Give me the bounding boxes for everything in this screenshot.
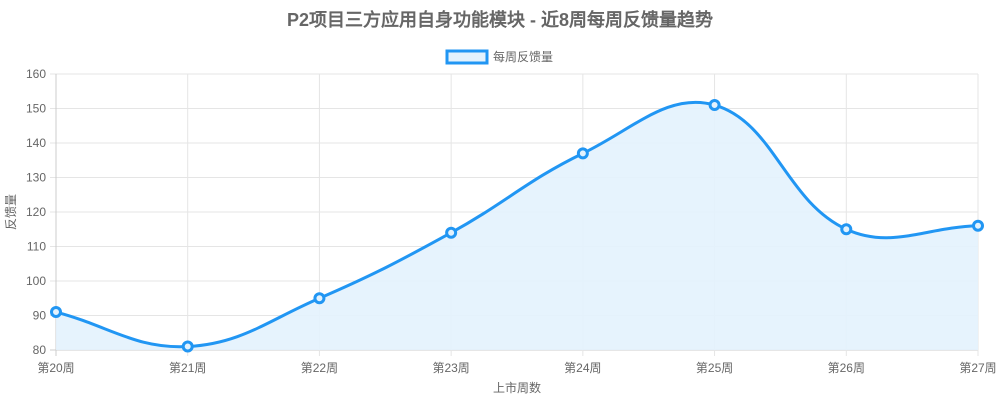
x-axis-label: 上市周数 bbox=[493, 380, 541, 395]
series-line bbox=[55, 100, 979, 349]
x-tick-label: 第27周 bbox=[959, 361, 996, 375]
x-tick-label: 第22周 bbox=[301, 361, 338, 375]
x-tick-label: 第20周 bbox=[37, 361, 74, 375]
data-point[interactable] bbox=[576, 147, 589, 160]
y-tick-label: 90 bbox=[33, 309, 47, 323]
y-tick-label: 130 bbox=[26, 171, 46, 185]
x-tick-label: 第26周 bbox=[828, 361, 865, 375]
x-tick-label: 第21周 bbox=[169, 361, 206, 375]
x-tick-label: 第24周 bbox=[564, 361, 601, 375]
legend-label: 每周反馈量 bbox=[493, 49, 553, 64]
x-tick-label: 第25周 bbox=[696, 361, 733, 375]
data-point[interactable] bbox=[50, 306, 62, 319]
data-point[interactable] bbox=[313, 292, 326, 305]
data-point[interactable] bbox=[181, 340, 194, 353]
y-tick-label: 160 bbox=[26, 67, 46, 81]
legend-swatch bbox=[445, 49, 489, 65]
y-tick-label: 110 bbox=[27, 240, 46, 254]
data-point[interactable] bbox=[708, 99, 721, 112]
chart-title: P2项目三方应用自身功能模块 - 近8周每周反馈量趋势 bbox=[287, 9, 713, 30]
y-tick-label: 150 bbox=[26, 102, 46, 116]
data-point[interactable] bbox=[840, 223, 853, 236]
legend[interactable]: 每周反馈量 bbox=[445, 49, 553, 65]
data-point[interactable] bbox=[445, 226, 458, 239]
data-points bbox=[50, 99, 984, 353]
y-tick-label: 100 bbox=[26, 274, 46, 288]
y-tick-label: 140 bbox=[26, 136, 46, 150]
y-tick-label: 80 bbox=[33, 343, 47, 357]
y-axis-label: 反馈量 bbox=[4, 194, 18, 230]
y-tick-label: 120 bbox=[26, 205, 46, 219]
x-axis-ticks: 第20周 第21周 第22周 第23周 第24周 第25周 第26周 第27周 bbox=[37, 361, 996, 375]
y-axis-ticks: 80 90 100 110 120 130 140 150 160 bbox=[26, 67, 46, 357]
series-area bbox=[56, 102, 978, 350]
x-tick-label: 第23周 bbox=[432, 361, 469, 375]
data-point[interactable] bbox=[972, 219, 984, 232]
